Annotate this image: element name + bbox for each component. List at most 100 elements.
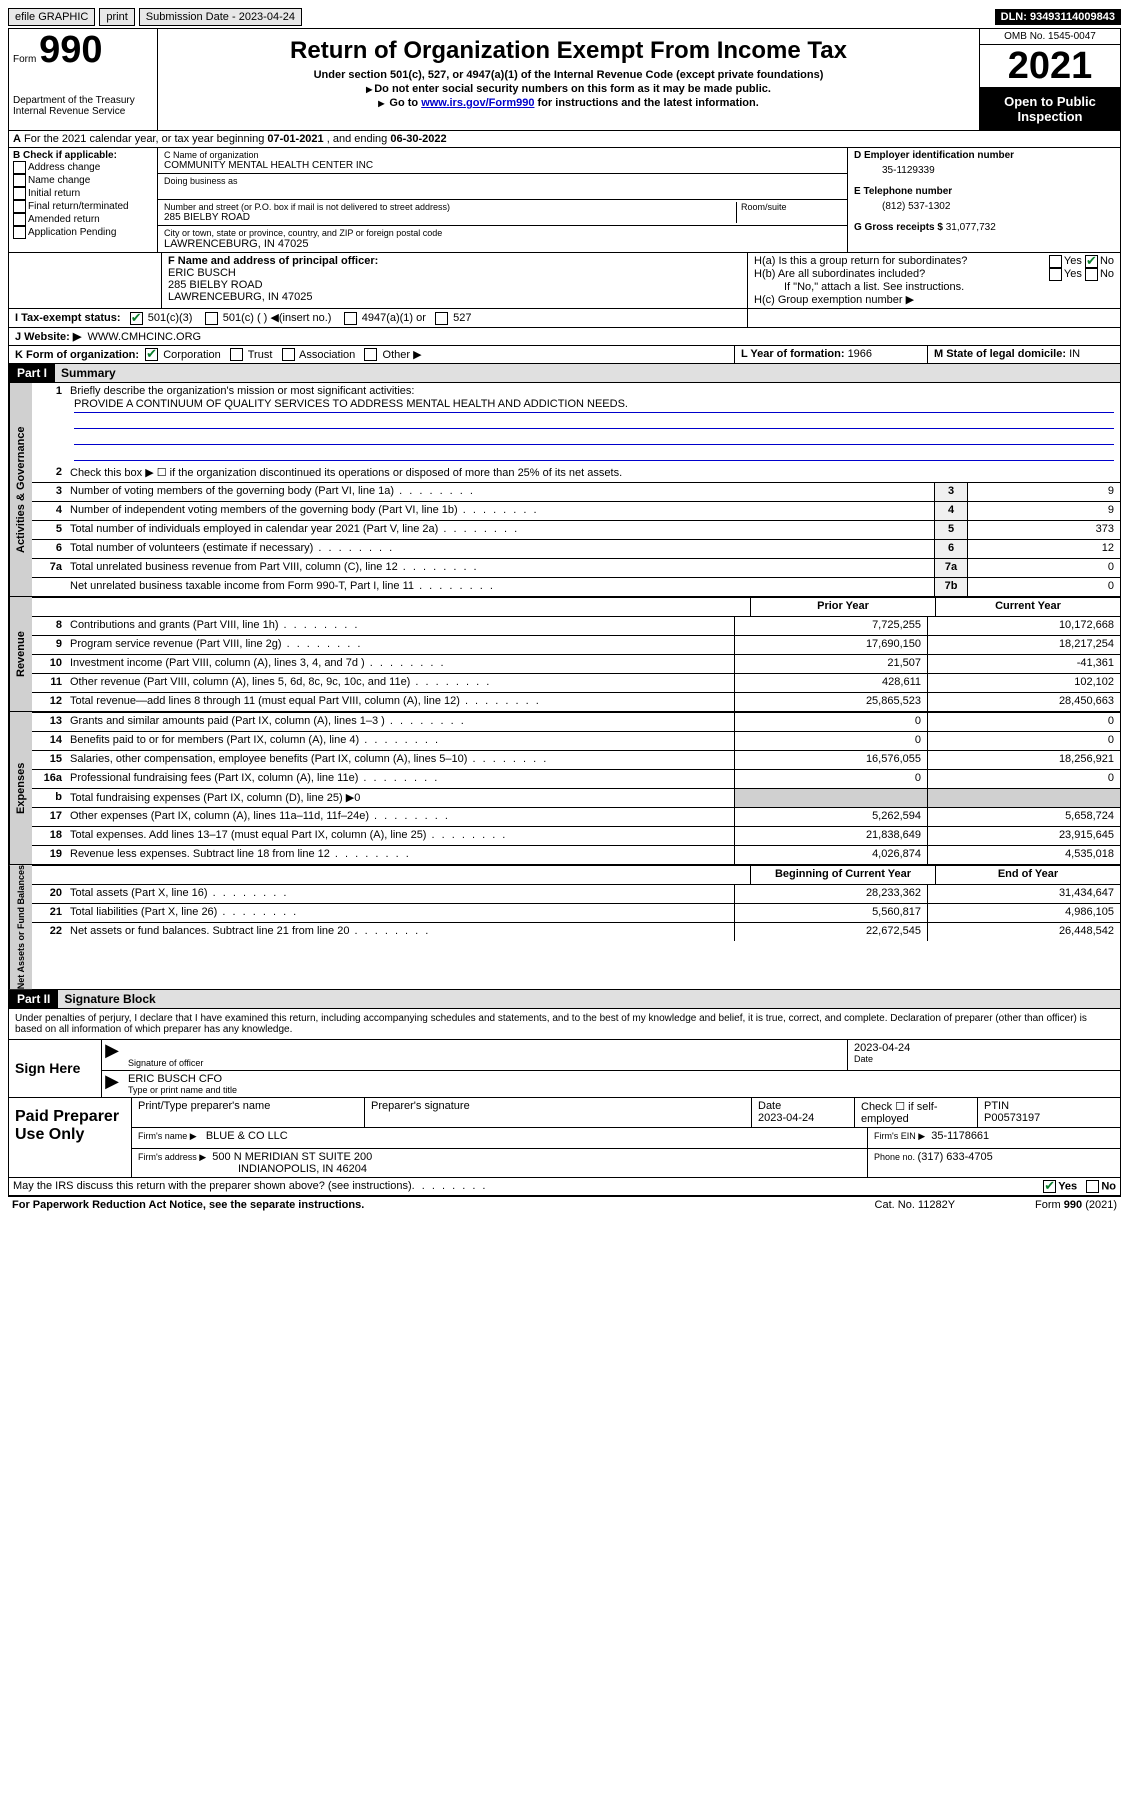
current-value: 10,172,668 [927,617,1120,635]
tax-year: 2021 [980,45,1120,88]
dln: DLN: 93493114009843 [995,9,1121,25]
officer-name: ERIC BUSCH [168,267,741,279]
paperwork-notice: For Paperwork Reduction Act Notice, see … [12,1199,364,1211]
initial-return-checkbox[interactable] [13,187,26,200]
omb-number: OMB No. 1545-0047 [980,29,1120,45]
website-link[interactable]: WWW.CMHCINC.ORG [87,331,201,343]
print-button[interactable]: print [99,8,134,26]
trust-checkbox[interactable] [230,348,243,361]
mission-text: PROVIDE A CONTINUUM OF QUALITY SERVICES … [74,398,1114,413]
part2-title: Signature Block [58,990,1120,1008]
line-desc: Net assets or fund balances. Subtract li… [68,923,734,941]
hb-no-checkbox[interactable] [1085,268,1098,281]
address-change-checkbox[interactable] [13,161,26,174]
501c3-checkbox[interactable] [130,312,143,325]
line-desc: Total unrelated business revenue from Pa… [68,559,934,577]
current-value: 4,535,018 [927,846,1120,864]
line-value: 0 [967,559,1120,577]
officer-name-title: ERIC BUSCH CFO [128,1073,1114,1085]
hb-yes-checkbox[interactable] [1049,268,1062,281]
begin-value: 28,233,362 [734,885,927,903]
line-desc: Salaries, other compensation, employee b… [68,751,734,769]
prior-value: 0 [734,713,927,731]
application-pending-checkbox[interactable] [13,226,26,239]
prior-value [734,789,927,807]
amended-return-checkbox[interactable] [13,213,26,226]
discuss-no-checkbox[interactable] [1086,1180,1099,1193]
end-value: 31,434,647 [927,885,1120,903]
part1-tag: Part I [9,364,55,382]
other-checkbox[interactable] [364,348,377,361]
line-desc: Total expenses. Add lines 13–17 (must eq… [68,827,734,845]
section-b-checkboxes: B Check if applicable: Address change Na… [9,148,158,252]
prior-value: 4,026,874 [734,846,927,864]
name-change-checkbox[interactable] [13,174,26,187]
501c-checkbox[interactable] [205,312,218,325]
line-desc: Total revenue—add lines 8 through 11 (mu… [68,693,734,711]
line-desc: Professional fundraising fees (Part IX, … [68,770,734,788]
527-checkbox[interactable] [435,312,448,325]
firm-ein: 35-1178661 [931,1130,989,1142]
phone: (812) 537-1302 [882,201,1114,212]
vtab-governance: Activities & Governance [9,383,32,596]
line-desc: Total number of individuals employed in … [68,521,934,539]
form-id-block: Form 990 Department of the Treasury Inte… [9,29,158,130]
current-value: 0 [927,770,1120,788]
ha-no-checkbox[interactable] [1085,255,1098,268]
org-street: 285 BIELBY ROAD [164,212,736,223]
line-desc: Number of voting members of the governin… [68,483,934,501]
gross-receipts: 31,077,732 [946,222,996,233]
line-desc: Net unrelated business taxable income fr… [68,578,934,596]
assoc-checkbox[interactable] [282,348,295,361]
line-value: 9 [967,483,1120,501]
begin-value: 5,560,817 [734,904,927,922]
line-value: 0 [967,578,1120,596]
prior-value: 21,507 [734,655,927,673]
prior-value: 16,576,055 [734,751,927,769]
current-value: 23,915,645 [927,827,1120,845]
line-value: 373 [967,521,1120,539]
4947-checkbox[interactable] [344,312,357,325]
cat-no: Cat. No. 11282Y [875,1199,956,1211]
current-value: 0 [927,732,1120,750]
prior-value: 25,865,523 [734,693,927,711]
line-value: 9 [967,502,1120,520]
part1-title: Summary [55,364,1120,382]
ha-yes-checkbox[interactable] [1049,255,1062,268]
current-value: 102,102 [927,674,1120,692]
final-return-checkbox[interactable] [13,200,26,213]
paid-preparer-label: Paid Preparer Use Only [9,1098,131,1177]
begin-value: 22,672,545 [734,923,927,941]
line-desc: Other revenue (Part VIII, column (A), li… [68,674,734,692]
sign-here-label: Sign Here [9,1040,101,1097]
ein: 35-1129339 [882,165,1114,176]
prior-value: 21,838,649 [734,827,927,845]
inspection-badge: Open to Public Inspection [980,88,1120,130]
current-value [927,789,1120,807]
sig-date: 2023-04-24 [854,1042,1114,1054]
part2-tag: Part II [9,990,58,1008]
line-desc: Total liabilities (Part X, line 26) [68,904,734,922]
form-title: Return of Organization Exempt From Incom… [162,37,975,65]
prior-value: 0 [734,732,927,750]
line-desc: Total assets (Part X, line 16) [68,885,734,903]
declaration-text: Under penalties of perjury, I declare th… [9,1009,1120,1039]
prior-value: 5,262,594 [734,808,927,826]
line-desc: Contributions and grants (Part VIII, lin… [68,617,734,635]
line-desc: Grants and similar amounts paid (Part IX… [68,713,734,731]
vtab-revenue: Revenue [9,597,32,711]
discuss-yes-checkbox[interactable] [1043,1180,1056,1193]
corp-checkbox[interactable] [145,348,158,361]
line-desc: Total fundraising expenses (Part IX, col… [68,789,734,807]
current-value: -41,361 [927,655,1120,673]
line-value: 12 [967,540,1120,558]
org-city: LAWRENCEBURG, IN 47025 [164,238,841,250]
header-right: OMB No. 1545-0047 2021 Open to Public In… [979,29,1120,130]
current-value: 18,217,254 [927,636,1120,654]
line-desc: Program service revenue (Part VIII, line… [68,636,734,654]
line-desc: Number of independent voting members of … [68,502,934,520]
efile-graphic-button[interactable]: efile GRAPHIC [8,8,95,26]
end-value: 26,448,542 [927,923,1120,941]
irs-form990-link[interactable]: www.irs.gov/Form990 [421,97,534,109]
line-desc: Total number of volunteers (estimate if … [68,540,934,558]
